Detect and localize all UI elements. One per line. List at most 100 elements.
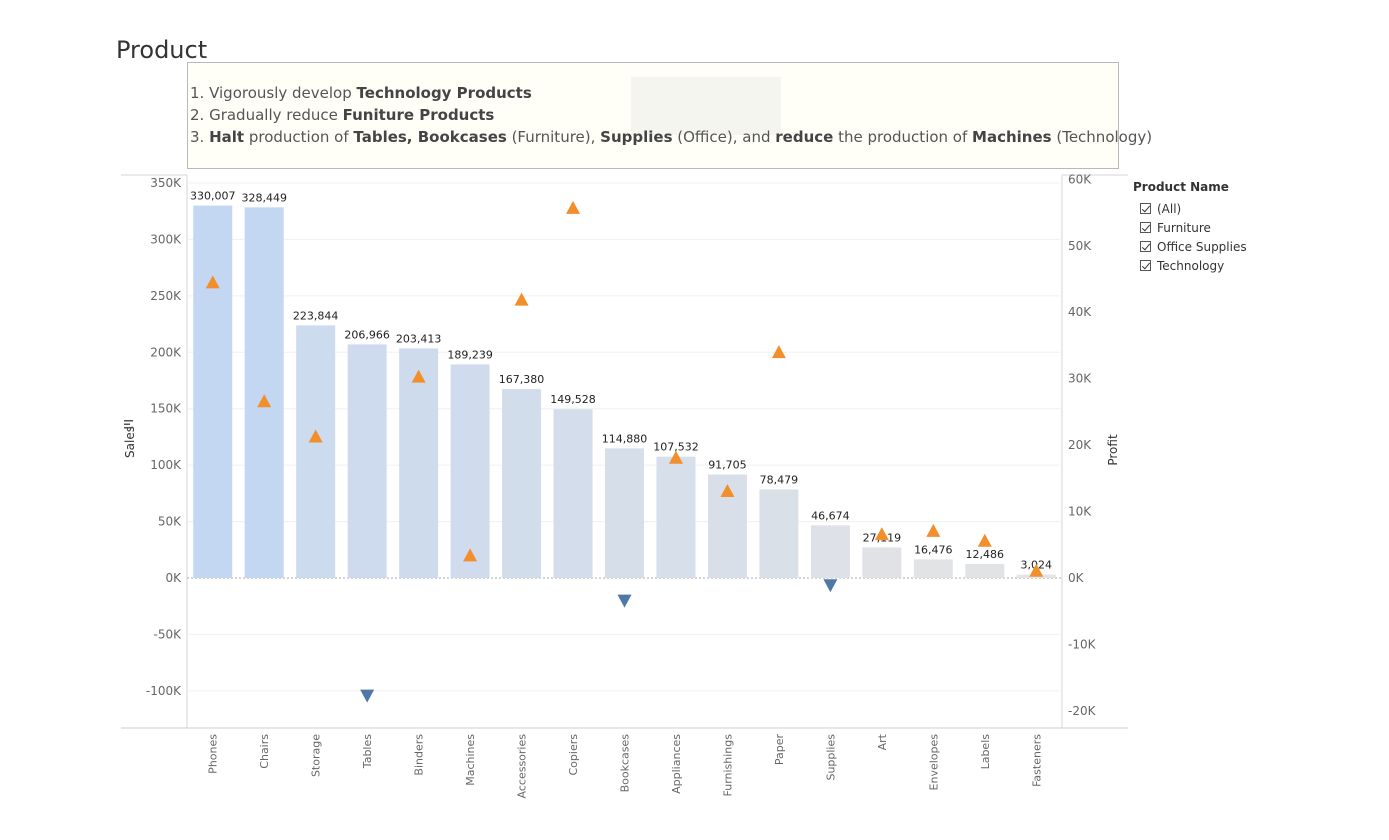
y-right-tick-label: -10K	[1068, 637, 1097, 651]
y-left-tick-label: 300K	[150, 232, 182, 246]
profit-marker-up	[1029, 563, 1044, 577]
profit-marker-up	[720, 483, 735, 497]
data-label: 91,705	[708, 459, 747, 472]
data-label: 12,486	[966, 548, 1005, 561]
profit-marker-up	[308, 429, 323, 443]
profit-marker-down	[823, 579, 838, 593]
legend-title: Product Name	[1133, 180, 1229, 194]
note-line-1: 1. Vigorously develop Technology Product…	[190, 84, 532, 102]
x-tick-label: Binders	[413, 734, 426, 776]
profit-marker-up	[514, 292, 529, 306]
x-tick-label: Labels	[979, 734, 992, 770]
x-tick-label: Art	[876, 733, 889, 750]
page-title: Product	[116, 36, 208, 64]
bar-paper	[759, 489, 799, 578]
bar-machines	[450, 364, 490, 578]
y-right-tick-label: 60K	[1068, 172, 1092, 186]
y-right-tick-label: 0K	[1068, 571, 1085, 585]
y-right-tick-label: 20K	[1068, 438, 1092, 452]
data-label: 149,528	[550, 393, 596, 406]
profit-marker-up	[771, 345, 786, 359]
profit-marker-up	[874, 527, 889, 541]
bar-supplies	[810, 525, 850, 578]
notes-box: 1. Vigorously develop Technology Product…	[187, 62, 1152, 169]
data-label: 223,844	[293, 309, 339, 322]
y-left-tick-label: 200K	[150, 345, 182, 359]
note-line-3: 3. Halt production of Tables, Bookcases …	[190, 128, 1153, 146]
profit-marker-down	[617, 594, 632, 608]
y-left-tick-label: 350K	[150, 176, 182, 190]
x-tick-label: Accessories	[516, 734, 529, 799]
x-tick-label: Bookcases	[619, 734, 632, 793]
bar-copiers	[553, 409, 593, 578]
bar-bookcases	[605, 448, 644, 578]
profit-marker-up	[463, 548, 478, 562]
y-right-tick-label: -20K	[1068, 704, 1097, 718]
y-right-tick-label: 40K	[1068, 305, 1092, 319]
y-left-tick-label: 250K	[150, 289, 182, 303]
y-left-tick-label: 50K	[158, 515, 182, 529]
bar-appliances	[656, 456, 696, 578]
note-line-2: 2. Gradually reduce Funiture Products	[190, 106, 495, 124]
x-tick-label: Chairs	[258, 734, 271, 769]
y-left-axis-title: Sales	[123, 426, 137, 458]
checkbox-checked-icon[interactable]	[1140, 260, 1151, 271]
data-label: 328,449	[241, 191, 287, 204]
data-label: 203,413	[396, 332, 442, 345]
product-legend: Product Name (All) Furniture Office Supp…	[1133, 180, 1247, 275]
y-right-tick-label: 30K	[1068, 372, 1092, 386]
x-tick-label: Paper	[773, 734, 786, 766]
y-left-tick-label: -50K	[154, 627, 183, 641]
x-tick-label: Phones	[207, 734, 220, 774]
y-left-tick-label: 0K	[165, 571, 182, 585]
x-tick-label: Furnishings	[721, 734, 734, 797]
legend-item-office-supplies[interactable]: Office Supplies	[1133, 237, 1247, 256]
bar-envelopes	[913, 559, 953, 578]
data-label: 107,532	[653, 441, 699, 454]
data-label: 114,880	[602, 432, 648, 445]
profit-marker-up	[566, 200, 581, 214]
profit-marker-up	[411, 369, 426, 383]
checkbox-checked-icon[interactable]	[1140, 241, 1151, 252]
legend-item-technology[interactable]: Technology	[1133, 256, 1247, 275]
bar-accessories	[502, 389, 542, 578]
profit-marker-up	[205, 275, 220, 289]
notes-highlight	[631, 77, 781, 135]
bar-storage	[296, 325, 336, 578]
data-label: 167,380	[499, 373, 545, 386]
x-tick-label: Machines	[464, 734, 477, 786]
x-tick-label: Fasteners	[1030, 734, 1043, 787]
x-tick-label: Envelopes	[927, 734, 940, 791]
profit-marker-down	[360, 689, 375, 703]
x-tick-label: Appliances	[670, 734, 683, 794]
x-tick-label: Copiers	[567, 734, 580, 776]
x-tick-label: Tables	[361, 734, 374, 769]
legend-item-furniture[interactable]: Furniture	[1133, 218, 1247, 237]
bar-chairs	[244, 207, 284, 578]
checkbox-checked-icon[interactable]	[1140, 222, 1151, 233]
x-tick-label: Storage	[310, 734, 323, 777]
bar-phones	[193, 205, 233, 578]
data-label: 78,479	[760, 473, 799, 486]
data-label: 330,007	[190, 190, 236, 203]
y-right-tick-label: 50K	[1068, 239, 1092, 253]
data-label: 16,476	[914, 543, 953, 556]
bar-tables	[347, 344, 387, 578]
profit-marker-up	[668, 450, 683, 464]
profit-marker-up	[977, 533, 992, 547]
x-tick-label: Supplies	[824, 734, 837, 781]
data-label: 46,674	[811, 509, 850, 522]
data-label: 189,239	[447, 348, 493, 361]
y-left-tick-label: 100K	[150, 458, 182, 472]
bar-binders	[399, 348, 439, 578]
y-left-tick-label: 150K	[150, 402, 182, 416]
y-left-tick-label: -100K	[146, 684, 182, 698]
data-label: 206,966	[344, 328, 390, 341]
checkbox-checked-icon[interactable]	[1140, 203, 1151, 214]
sort-icon	[124, 420, 133, 422]
sort-icon	[124, 427, 133, 429]
legend-item-all[interactable]: (All)	[1133, 199, 1247, 218]
y-right-tick-label: 10K	[1068, 505, 1092, 519]
bar-art	[862, 547, 902, 578]
